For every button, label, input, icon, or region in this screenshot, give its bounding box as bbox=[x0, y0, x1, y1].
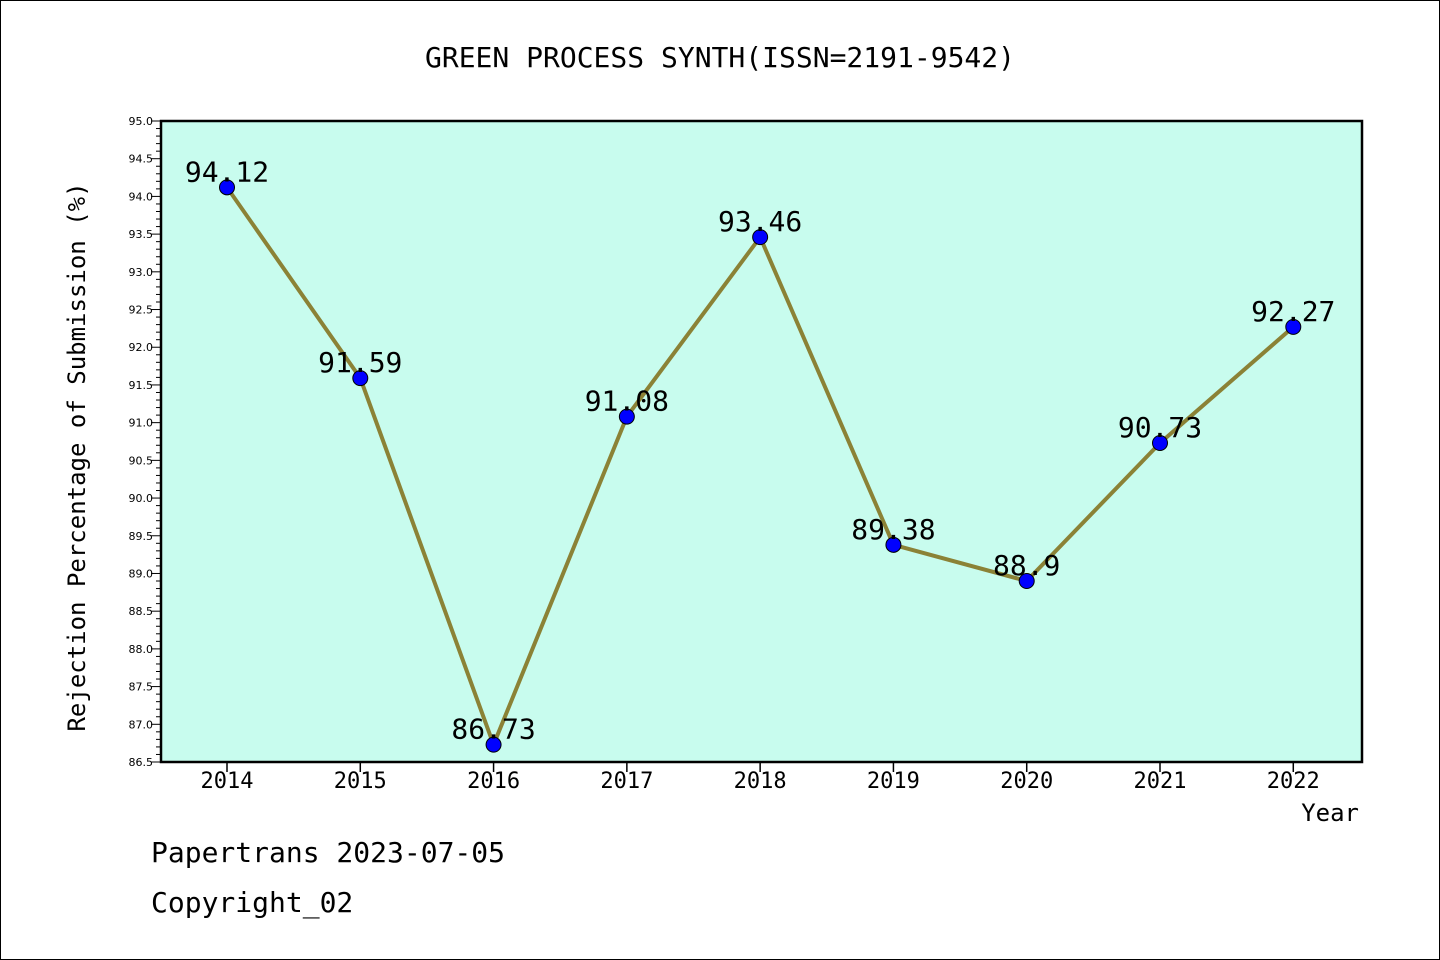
y-tick-label: 86.5 bbox=[129, 756, 154, 769]
x-axis-label: Year bbox=[1301, 799, 1359, 827]
y-tick-label: 90.5 bbox=[129, 454, 154, 467]
data-label: 92.27 bbox=[1251, 295, 1335, 328]
data-point bbox=[885, 536, 902, 553]
y-tick-label: 92.5 bbox=[129, 304, 154, 317]
data-label: 89.38 bbox=[851, 513, 935, 546]
data-label: 88.9 bbox=[993, 549, 1060, 582]
data-label: 86.73 bbox=[451, 713, 535, 746]
data-point bbox=[485, 736, 502, 753]
y-tick-label: 92.0 bbox=[129, 341, 154, 354]
y-tick-label: 94.0 bbox=[129, 190, 154, 203]
data-point bbox=[618, 408, 635, 425]
y-tick-label: 93.5 bbox=[129, 228, 154, 241]
y-axis-label: Rejection Percentage of Submission (%) bbox=[63, 182, 91, 731]
x-tick-label: 2016 bbox=[467, 769, 520, 794]
x-tick-label: 2022 bbox=[1267, 769, 1320, 794]
y-tick-label: 90.0 bbox=[129, 492, 154, 505]
y-axis: 86.5 87.0 87.5 88.0 88.5 89.0 89.5 90.0 90.5 91.0… bbox=[129, 115, 161, 769]
chart-title: GREEN PROCESS SYNTH(ISSN=2191-9542) bbox=[425, 41, 1015, 74]
data-point bbox=[352, 370, 369, 387]
data-label: 90.73 bbox=[1118, 411, 1202, 444]
x-tick-label: 2018 bbox=[734, 769, 787, 794]
y-tick-label: 88.0 bbox=[129, 643, 154, 656]
x-tick-label: 2021 bbox=[1134, 769, 1187, 794]
y-tick-label: 87.5 bbox=[129, 681, 154, 694]
plot-border bbox=[159, 119, 1364, 764]
y-tick-label: 89.5 bbox=[129, 530, 154, 543]
data-point bbox=[1152, 435, 1168, 452]
data-point bbox=[752, 229, 769, 246]
y-tick-label: 87.0 bbox=[129, 718, 154, 731]
x-axis: 2014 2015 2016 2017 2018 2019 2020 2021 2022 bbox=[201, 762, 1320, 794]
x-tick-label: 2020 bbox=[1000, 769, 1053, 794]
y-tick-label: 93.0 bbox=[129, 266, 154, 279]
y-tick-label: 88.5 bbox=[129, 605, 154, 618]
x-tick-label: 2017 bbox=[600, 769, 653, 794]
y-tick-label: 89.0 bbox=[129, 567, 154, 580]
x-tick-label: 2014 bbox=[201, 769, 254, 794]
y-tick-label: 91.0 bbox=[129, 417, 154, 430]
data-label: 94.12 bbox=[185, 155, 269, 188]
x-tick-label: 2015 bbox=[334, 769, 387, 794]
y-tick-label: 94.5 bbox=[129, 153, 154, 166]
data-label: 91.08 bbox=[585, 385, 669, 418]
data-label: 91.59 bbox=[318, 346, 402, 379]
data-point bbox=[1285, 318, 1302, 335]
data-point bbox=[1018, 573, 1035, 590]
y-tick-label: 95.0 bbox=[129, 115, 154, 128]
series-layer: 94.12 91.59 86.73 91.08 93.46 89.38 88.9 90.73 9… bbox=[185, 155, 1335, 753]
data-point bbox=[219, 179, 235, 196]
footer-date: Papertrans 2023-07-05 bbox=[151, 836, 506, 869]
y-tick-label: 91.5 bbox=[129, 379, 154, 392]
data-label: 93.46 bbox=[718, 205, 802, 238]
x-tick-label: 2019 bbox=[867, 769, 920, 794]
footer-copyright: Copyright_02 bbox=[151, 886, 354, 919]
